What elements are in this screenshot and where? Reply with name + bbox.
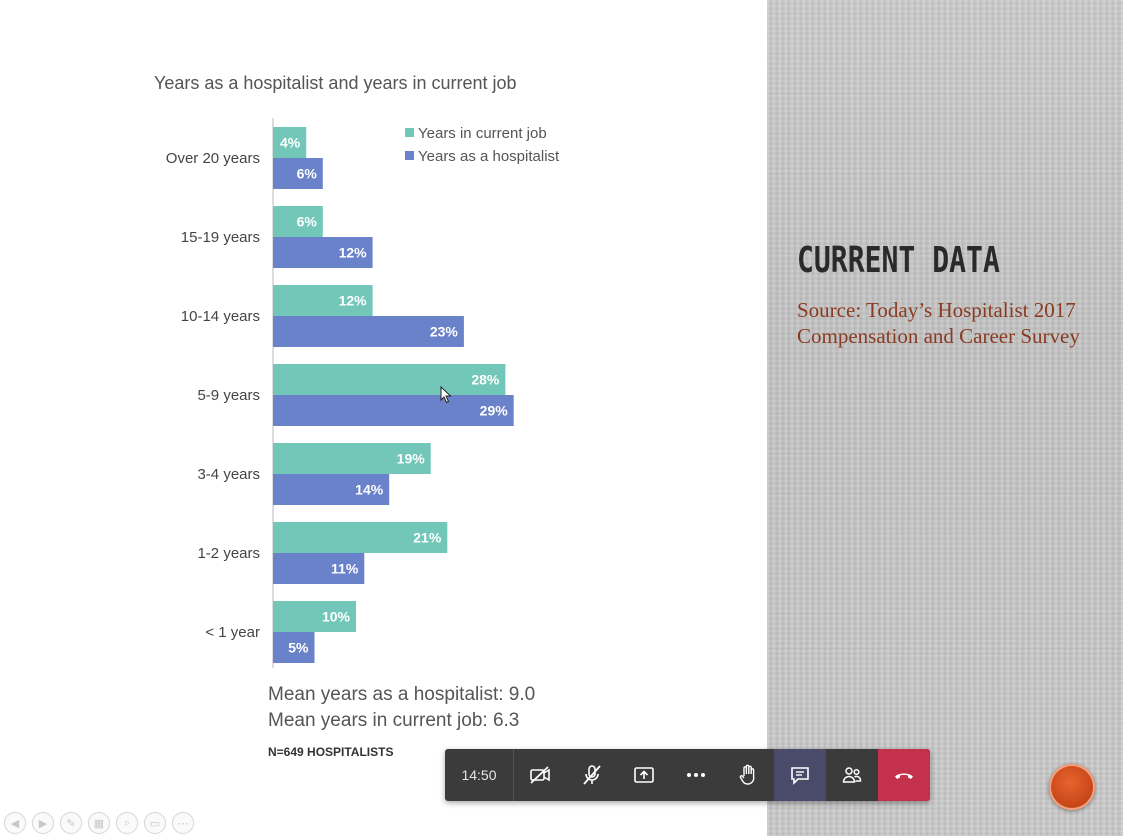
hang-up-icon xyxy=(895,773,913,779)
mic-off-button[interactable] xyxy=(566,749,618,801)
bar-current-job xyxy=(273,206,323,237)
zoom-icon[interactable]: ⌕ xyxy=(116,812,138,834)
more-icon[interactable]: ⋯ xyxy=(172,812,194,834)
bar-value-label: 19% xyxy=(397,451,426,467)
chat-icon xyxy=(791,767,809,785)
category-label: 3-4 years xyxy=(197,466,260,483)
category-label: Over 20 years xyxy=(166,150,260,167)
mouse-cursor-icon xyxy=(440,385,452,409)
participants-button[interactable] xyxy=(826,749,878,801)
slides-icon[interactable]: ▦ xyxy=(88,812,110,834)
chart-note: Mean years in current job: 6.3 xyxy=(268,710,519,731)
raise-hand-button[interactable] xyxy=(722,749,774,801)
bar-value-label: 28% xyxy=(471,372,500,388)
bar-current-job xyxy=(273,522,448,553)
slide-source-text: Source: Today’s Hospitalist 2017 Compens… xyxy=(797,298,1080,348)
chart-title: Years as a hospitalist and years in curr… xyxy=(154,73,517,93)
bar-value-label: 6% xyxy=(297,166,318,182)
bar-value-label: 11% xyxy=(331,561,359,577)
prev-slide-icon[interactable]: ◀ xyxy=(4,812,26,834)
raise-hand-icon xyxy=(739,764,755,785)
recording-indicator-button[interactable] xyxy=(1049,764,1095,810)
category-label: < 1 year xyxy=(205,624,260,641)
legend-swatch xyxy=(405,128,414,137)
slide-text-panel xyxy=(767,0,1123,836)
meeting-controls-bar: 14:50 xyxy=(445,749,930,801)
category-label: 1-2 years xyxy=(197,545,260,562)
bar-hospitalist xyxy=(273,474,390,505)
slide-chart-area: Years as a hospitalist and years in curr… xyxy=(154,73,561,759)
share-screen-icon xyxy=(634,767,654,783)
slide-heading: CURRENT DATA xyxy=(797,240,1000,281)
legend-label: Years in current job xyxy=(418,125,547,142)
legend-swatch xyxy=(405,151,414,160)
bar-hospitalist xyxy=(273,553,365,584)
meeting-timer: 14:50 xyxy=(445,749,514,801)
pen-icon[interactable]: ✎ xyxy=(60,812,82,834)
subtitles-icon[interactable]: ▭ xyxy=(144,812,166,834)
bar-current-job xyxy=(273,601,356,632)
next-slide-icon[interactable]: ▶ xyxy=(32,812,54,834)
mic-off-icon xyxy=(583,765,601,785)
participants-icon xyxy=(842,767,862,783)
bar-value-label: 10% xyxy=(322,609,351,625)
chat-button[interactable] xyxy=(774,749,826,801)
bar-value-label: 12% xyxy=(339,293,368,309)
bar-hospitalist xyxy=(273,316,464,347)
bar-current-job xyxy=(273,285,373,316)
bar-current-job xyxy=(273,364,506,395)
slide-navigation-toolbar: ◀ ▶ ✎ ▦ ⌕ ▭ ⋯ xyxy=(4,812,194,834)
bar-current-job xyxy=(273,127,307,158)
bar-value-label: 14% xyxy=(355,482,384,498)
more-options-button[interactable] xyxy=(670,749,722,801)
bar-value-label: 29% xyxy=(480,403,509,419)
bar-value-label: 6% xyxy=(297,214,318,230)
category-label: 10-14 years xyxy=(181,308,260,325)
chart-note: Mean years as a hospitalist: 9.0 xyxy=(268,684,535,705)
hang-up-button[interactable] xyxy=(878,749,930,801)
bar-value-label: 5% xyxy=(288,640,309,656)
camera-off-icon xyxy=(530,766,550,784)
category-label: 5-9 years xyxy=(197,387,260,404)
category-label: 15-19 years xyxy=(181,229,260,246)
bar-value-label: 23% xyxy=(430,324,459,340)
bar-chart: Years as a hospitalist and years in curr… xyxy=(154,73,560,759)
bar-current-job xyxy=(273,443,431,474)
legend-label: Years as a hospitalist xyxy=(418,148,560,165)
bar-value-label: 21% xyxy=(413,530,442,546)
bar-value-label: 4% xyxy=(280,135,301,151)
bar-hospitalist xyxy=(273,395,514,426)
bar-hospitalist xyxy=(273,632,315,663)
share-screen-button[interactable] xyxy=(618,749,670,801)
more-icon xyxy=(687,773,705,777)
camera-off-button[interactable] xyxy=(514,749,566,801)
bar-value-label: 12% xyxy=(339,245,368,261)
bar-hospitalist xyxy=(273,158,323,189)
bar-hospitalist xyxy=(273,237,373,268)
chart-footnote: N=649 HOSPITALISTS xyxy=(268,745,393,759)
